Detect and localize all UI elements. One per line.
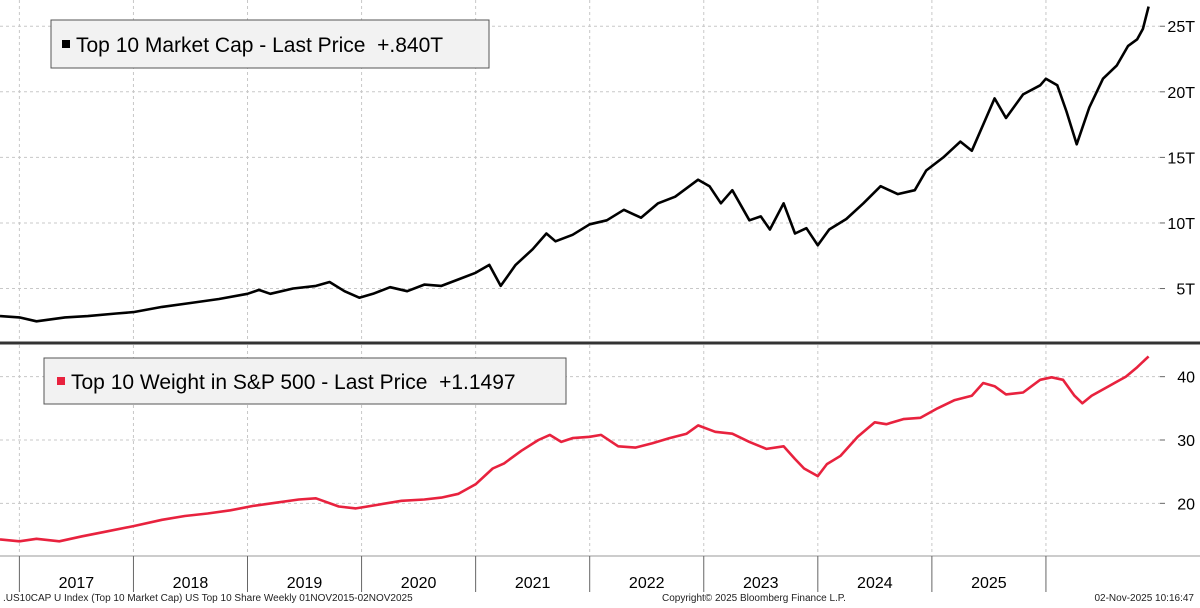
footer-timestamp: 02-Nov-2025 10:16:47 bbox=[1094, 593, 1194, 604]
market-cap-legend-box bbox=[50, 19, 490, 69]
weight-ytick-label: 40 bbox=[1177, 370, 1195, 387]
market-cap-ytick-label: 5T bbox=[1176, 282, 1195, 299]
x-tick-label-2024: 2024 bbox=[857, 575, 893, 592]
weight-legend: Top 10 Weight in S&P 500 - Last Price +1… bbox=[43, 357, 567, 405]
x-tick-label-2025: 2025 bbox=[971, 575, 1007, 592]
market-cap-legend-label: Top 10 Market Cap - Last Price +.840T bbox=[76, 34, 443, 57]
market-cap-legend-swatch bbox=[62, 40, 70, 48]
weight-legend-box bbox=[43, 357, 567, 405]
weight-ytick-label: 20 bbox=[1177, 496, 1195, 513]
x-tick-label-2018: 2018 bbox=[173, 575, 209, 592]
x-axis: 2016201720182019202020212022202320242025 bbox=[18, 556, 1047, 592]
weight-series-line bbox=[0, 355, 1150, 543]
x-tick-label-2019: 2019 bbox=[287, 575, 323, 592]
x-tick-label-2021: 2021 bbox=[515, 575, 551, 592]
market-cap-ytick-label: 10T bbox=[1167, 216, 1195, 233]
market-cap-ytick-label: 15T bbox=[1167, 150, 1195, 167]
market-cap-legend: Top 10 Market Cap - Last Price +.840T bbox=[50, 19, 490, 69]
market-cap-ytick-label: 20T bbox=[1167, 85, 1195, 102]
weight-y-axis: 20 30 40 bbox=[1160, 370, 1195, 513]
market-cap-panel: 5T 10T 15T 20T 25T Top 10 Market Cap - Last … bbox=[0, 0, 1195, 341]
footer-source: .US10CAP U Index (Top 10 Market Cap) US … bbox=[3, 593, 413, 604]
weight-ytick-label: 30 bbox=[1177, 433, 1195, 450]
weight-legend-label: Top 10 Weight in S&P 500 - Last Price +1… bbox=[71, 371, 516, 394]
weight-legend-swatch bbox=[57, 377, 65, 385]
x-tick-label-2020: 2020 bbox=[401, 575, 437, 592]
x-tick-label-2023: 2023 bbox=[743, 575, 779, 592]
market-cap-ytick-label: 25T bbox=[1167, 19, 1195, 36]
footer-copyright: Copyright© 2025 Bloomberg Finance L.P. bbox=[662, 593, 846, 604]
weight-panel: 20 30 40 Top 10 Weight in S&P 500 - Last P… bbox=[0, 345, 1195, 554]
market-cap-series-line bbox=[0, 6, 1150, 323]
x-tick-label-2022: 2022 bbox=[629, 575, 665, 592]
x-tick-label-2017: 2017 bbox=[59, 575, 95, 592]
market-cap-y-axis: 5T 10T 15T 20T 25T bbox=[1160, 19, 1195, 299]
